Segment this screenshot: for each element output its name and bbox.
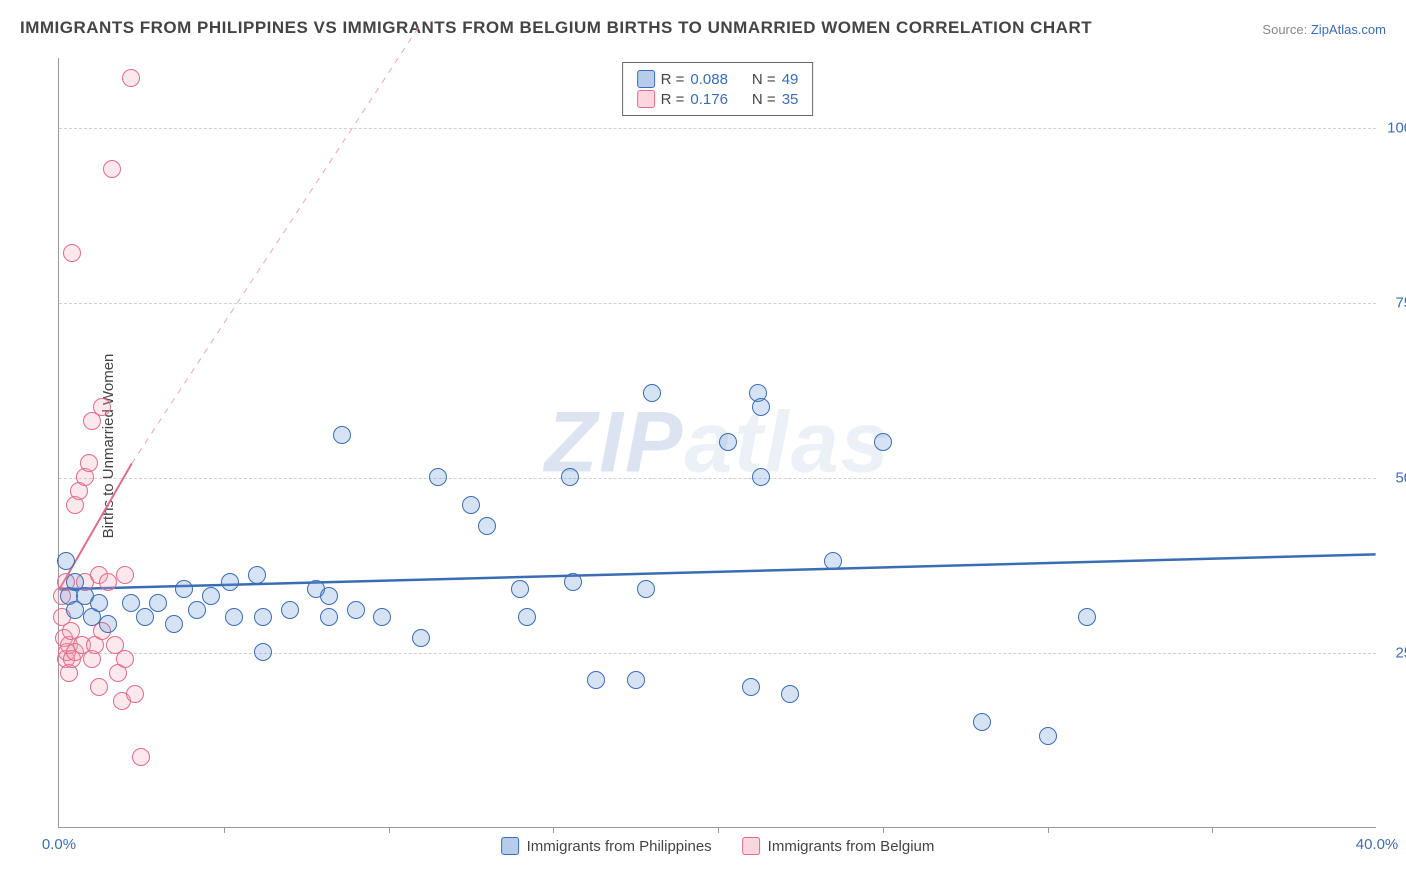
x-tick-mark [1048, 827, 1049, 833]
data-point-philippines [637, 580, 655, 598]
n-value-b: 35 [782, 91, 799, 108]
r-label-b: R = [661, 91, 685, 108]
legend-swatch-philippines [637, 70, 655, 88]
n-label-a: N = [752, 71, 776, 88]
legend-series-names: Immigrants from Philippines Immigrants f… [501, 837, 935, 855]
x-tick-mark [718, 827, 719, 833]
gridline [59, 478, 1376, 479]
x-tick-mark [389, 827, 390, 833]
legend-item-belgium: Immigrants from Belgium [742, 837, 935, 855]
data-point-belgium [122, 69, 140, 87]
y-tick-label: 100.0% [1387, 120, 1406, 137]
data-point-belgium [93, 398, 111, 416]
data-point-philippines [254, 643, 272, 661]
data-point-philippines [742, 678, 760, 696]
data-point-philippines [511, 580, 529, 598]
data-point-philippines [462, 496, 480, 514]
r-value-a: 0.088 [690, 71, 728, 88]
legend-label-belgium: Immigrants from Belgium [768, 838, 935, 855]
y-tick-label: 50.0% [1395, 470, 1406, 487]
data-point-philippines [627, 671, 645, 689]
x-tick-mark [224, 827, 225, 833]
data-point-philippines [225, 608, 243, 626]
data-point-philippines [973, 713, 991, 731]
data-point-philippines [254, 608, 272, 626]
data-point-philippines [320, 587, 338, 605]
data-point-philippines [752, 468, 770, 486]
x-tick-left: 0.0% [42, 836, 76, 853]
data-point-belgium [103, 160, 121, 178]
data-point-philippines [202, 587, 220, 605]
data-point-philippines [221, 573, 239, 591]
chart-title: IMMIGRANTS FROM PHILIPPINES VS IMMIGRANT… [20, 18, 1092, 38]
legend-swatch-belgium-b [742, 837, 760, 855]
data-point-philippines [478, 517, 496, 535]
data-point-philippines [1039, 727, 1057, 745]
data-point-philippines [1078, 608, 1096, 626]
data-point-philippines [781, 685, 799, 703]
n-label-b: N = [752, 91, 776, 108]
x-tick-mark [1212, 827, 1213, 833]
data-point-belgium [132, 748, 150, 766]
data-point-philippines [136, 608, 154, 626]
data-point-belgium [99, 573, 117, 591]
data-point-philippines [373, 608, 391, 626]
x-tick-mark [883, 827, 884, 833]
r-label-a: R = [661, 71, 685, 88]
trend-lines-layer [59, 58, 1376, 827]
data-point-philippines [564, 573, 582, 591]
legend-label-philippines: Immigrants from Philippines [527, 838, 712, 855]
data-point-philippines [561, 468, 579, 486]
y-tick-label: 25.0% [1395, 645, 1406, 662]
legend-row-belgium: R = 0.176 N = 35 [637, 89, 799, 109]
data-point-philippines [333, 426, 351, 444]
data-point-philippines [188, 601, 206, 619]
data-point-philippines [99, 615, 117, 633]
scatter-chart: ZIPatlas R = 0.088 N = 49 R = 0.176 N = … [58, 58, 1376, 828]
data-point-philippines [643, 384, 661, 402]
data-point-philippines [175, 580, 193, 598]
data-point-philippines [874, 433, 892, 451]
legend-swatch-philippines-b [501, 837, 519, 855]
data-point-philippines [518, 608, 536, 626]
data-point-philippines [824, 552, 842, 570]
y-tick-label: 75.0% [1395, 295, 1406, 312]
gridline [59, 128, 1376, 129]
data-point-philippines [248, 566, 266, 584]
trend-line [132, 23, 422, 463]
data-point-belgium [80, 454, 98, 472]
data-point-philippines [719, 433, 737, 451]
source-name: ZipAtlas.com [1311, 22, 1386, 37]
data-point-philippines [57, 552, 75, 570]
data-point-belgium [126, 685, 144, 703]
legend-item-philippines: Immigrants from Philippines [501, 837, 712, 855]
legend-correlation-stats: R = 0.088 N = 49 R = 0.176 N = 35 [622, 62, 814, 116]
data-point-philippines [320, 608, 338, 626]
x-tick-right: 40.0% [1356, 836, 1399, 853]
data-point-philippines [587, 671, 605, 689]
data-point-philippines [90, 594, 108, 612]
data-point-philippines [165, 615, 183, 633]
legend-row-philippines: R = 0.088 N = 49 [637, 69, 799, 89]
legend-swatch-belgium [637, 90, 655, 108]
gridline [59, 303, 1376, 304]
data-point-philippines [752, 398, 770, 416]
data-point-belgium [63, 244, 81, 262]
data-point-philippines [412, 629, 430, 647]
data-point-belgium [116, 566, 134, 584]
data-point-belgium [116, 650, 134, 668]
x-tick-mark [553, 827, 554, 833]
data-point-belgium [90, 678, 108, 696]
n-value-a: 49 [782, 71, 799, 88]
source-attribution: Source: ZipAtlas.com [1262, 22, 1386, 37]
data-point-philippines [281, 601, 299, 619]
data-point-philippines [149, 594, 167, 612]
data-point-philippines [347, 601, 365, 619]
source-label: Source: [1262, 22, 1307, 37]
r-value-b: 0.176 [690, 91, 728, 108]
data-point-philippines [429, 468, 447, 486]
